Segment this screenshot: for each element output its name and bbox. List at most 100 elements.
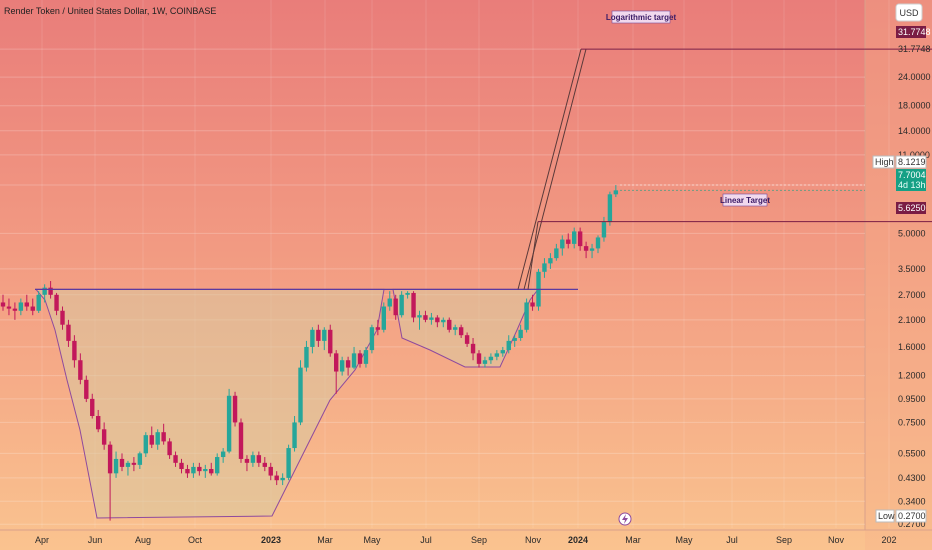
candle-body — [131, 462, 137, 465]
candle-body — [101, 429, 107, 445]
candle-body — [583, 246, 589, 251]
candle-body — [96, 416, 101, 430]
candle — [470, 337, 476, 361]
candle — [387, 291, 392, 311]
candle-body — [387, 298, 392, 307]
candle — [530, 294, 535, 311]
candle-body — [548, 258, 553, 264]
x-tick-label: 202 — [881, 535, 896, 545]
y-tick-label: 31.7748 — [898, 44, 931, 54]
candle-body — [6, 306, 12, 309]
candle — [572, 227, 577, 249]
candle-body — [119, 458, 125, 467]
candle-body — [393, 298, 398, 316]
candle — [494, 350, 500, 361]
annotations — [35, 48, 932, 290]
candle-body — [304, 346, 309, 368]
candle-body — [363, 350, 369, 364]
candle — [90, 393, 95, 419]
candle-body — [310, 329, 315, 347]
candle — [512, 335, 517, 347]
current-price: 7.7004 — [898, 170, 926, 180]
candle — [518, 324, 523, 341]
candle — [548, 253, 553, 269]
candle — [458, 324, 464, 338]
candle — [381, 302, 386, 333]
candle — [566, 233, 571, 249]
x-tick-label: Mar — [625, 535, 641, 545]
candle-body — [435, 317, 440, 323]
candle-body — [458, 327, 464, 336]
candle — [149, 426, 154, 449]
candle — [42, 284, 47, 303]
candle — [500, 346, 505, 357]
candle — [411, 291, 416, 323]
candle — [256, 451, 262, 467]
candle — [185, 464, 190, 478]
high-tag: High 8.1219 — [872, 155, 927, 169]
y-tick-label: 5.0000 — [898, 228, 926, 238]
candle-body — [542, 263, 547, 272]
candle — [310, 327, 315, 354]
candle-body — [613, 190, 619, 195]
candle-body — [36, 294, 41, 311]
candle-body — [316, 329, 321, 341]
candle-body — [125, 462, 131, 467]
event-marker[interactable] — [618, 512, 632, 526]
candle-body — [30, 306, 35, 311]
candle — [453, 324, 458, 336]
candle-body — [595, 237, 601, 249]
y-tick-label: 0.5500 — [898, 448, 926, 458]
x-tick-label: May — [675, 535, 693, 545]
candle — [613, 185, 619, 198]
candle-body — [155, 432, 160, 445]
y-tick-label: 0.7500 — [898, 417, 926, 427]
candle-body — [173, 455, 178, 463]
candle-body — [238, 422, 244, 459]
candle — [137, 451, 143, 470]
candle-body — [12, 308, 18, 311]
currency-label: USD — [899, 8, 919, 18]
candle — [244, 455, 250, 472]
currency-button[interactable]: USD — [895, 3, 923, 22]
candle-body — [149, 435, 154, 445]
y-tick-label: 0.2700 — [898, 519, 926, 529]
candle-body — [411, 292, 416, 318]
logarithmic-target-label: Logarithmic target — [606, 10, 676, 24]
candle-body — [345, 360, 351, 368]
candle — [274, 471, 279, 486]
candle — [209, 462, 214, 476]
candle — [304, 340, 309, 372]
low-tag: Low 0.2700 — [875, 509, 927, 523]
candle-body — [470, 343, 476, 354]
x-tick-label: Jul — [420, 535, 432, 545]
candle — [334, 350, 339, 394]
candle — [441, 317, 446, 328]
candle — [595, 235, 601, 254]
time-axis[interactable]: Apr Jun Aug Oct 2023 Mar May Jul Sep Nov 2024 Mar Ma… — [35, 535, 897, 545]
candle — [18, 298, 24, 316]
chart-title: Render Token / United States Dollar, 1W,… — [4, 6, 216, 16]
candle-body — [339, 360, 345, 372]
candle-body — [268, 466, 273, 476]
y-tick-label: 2.7000 — [898, 290, 926, 300]
candle-body — [54, 294, 59, 311]
candle — [435, 315, 440, 328]
candle-body — [601, 222, 607, 238]
candle — [357, 350, 363, 368]
candle-body — [488, 356, 494, 361]
candle — [506, 335, 511, 354]
candle-body — [494, 353, 500, 357]
price-axis[interactable]: 31.7748 24.0000 18.0000 14.0000 11.00008.121… — [898, 44, 931, 529]
candle — [405, 291, 410, 299]
candle — [143, 432, 148, 458]
x-tick-label: 2023 — [261, 535, 281, 545]
candle — [215, 453, 220, 476]
current-price-tag: 7.7004 4d 13h — [896, 169, 926, 191]
candle-body — [90, 398, 95, 417]
linear-projection-line — [527, 221, 539, 290]
candle — [339, 356, 345, 376]
candle-body — [209, 469, 214, 474]
candle — [554, 243, 559, 261]
